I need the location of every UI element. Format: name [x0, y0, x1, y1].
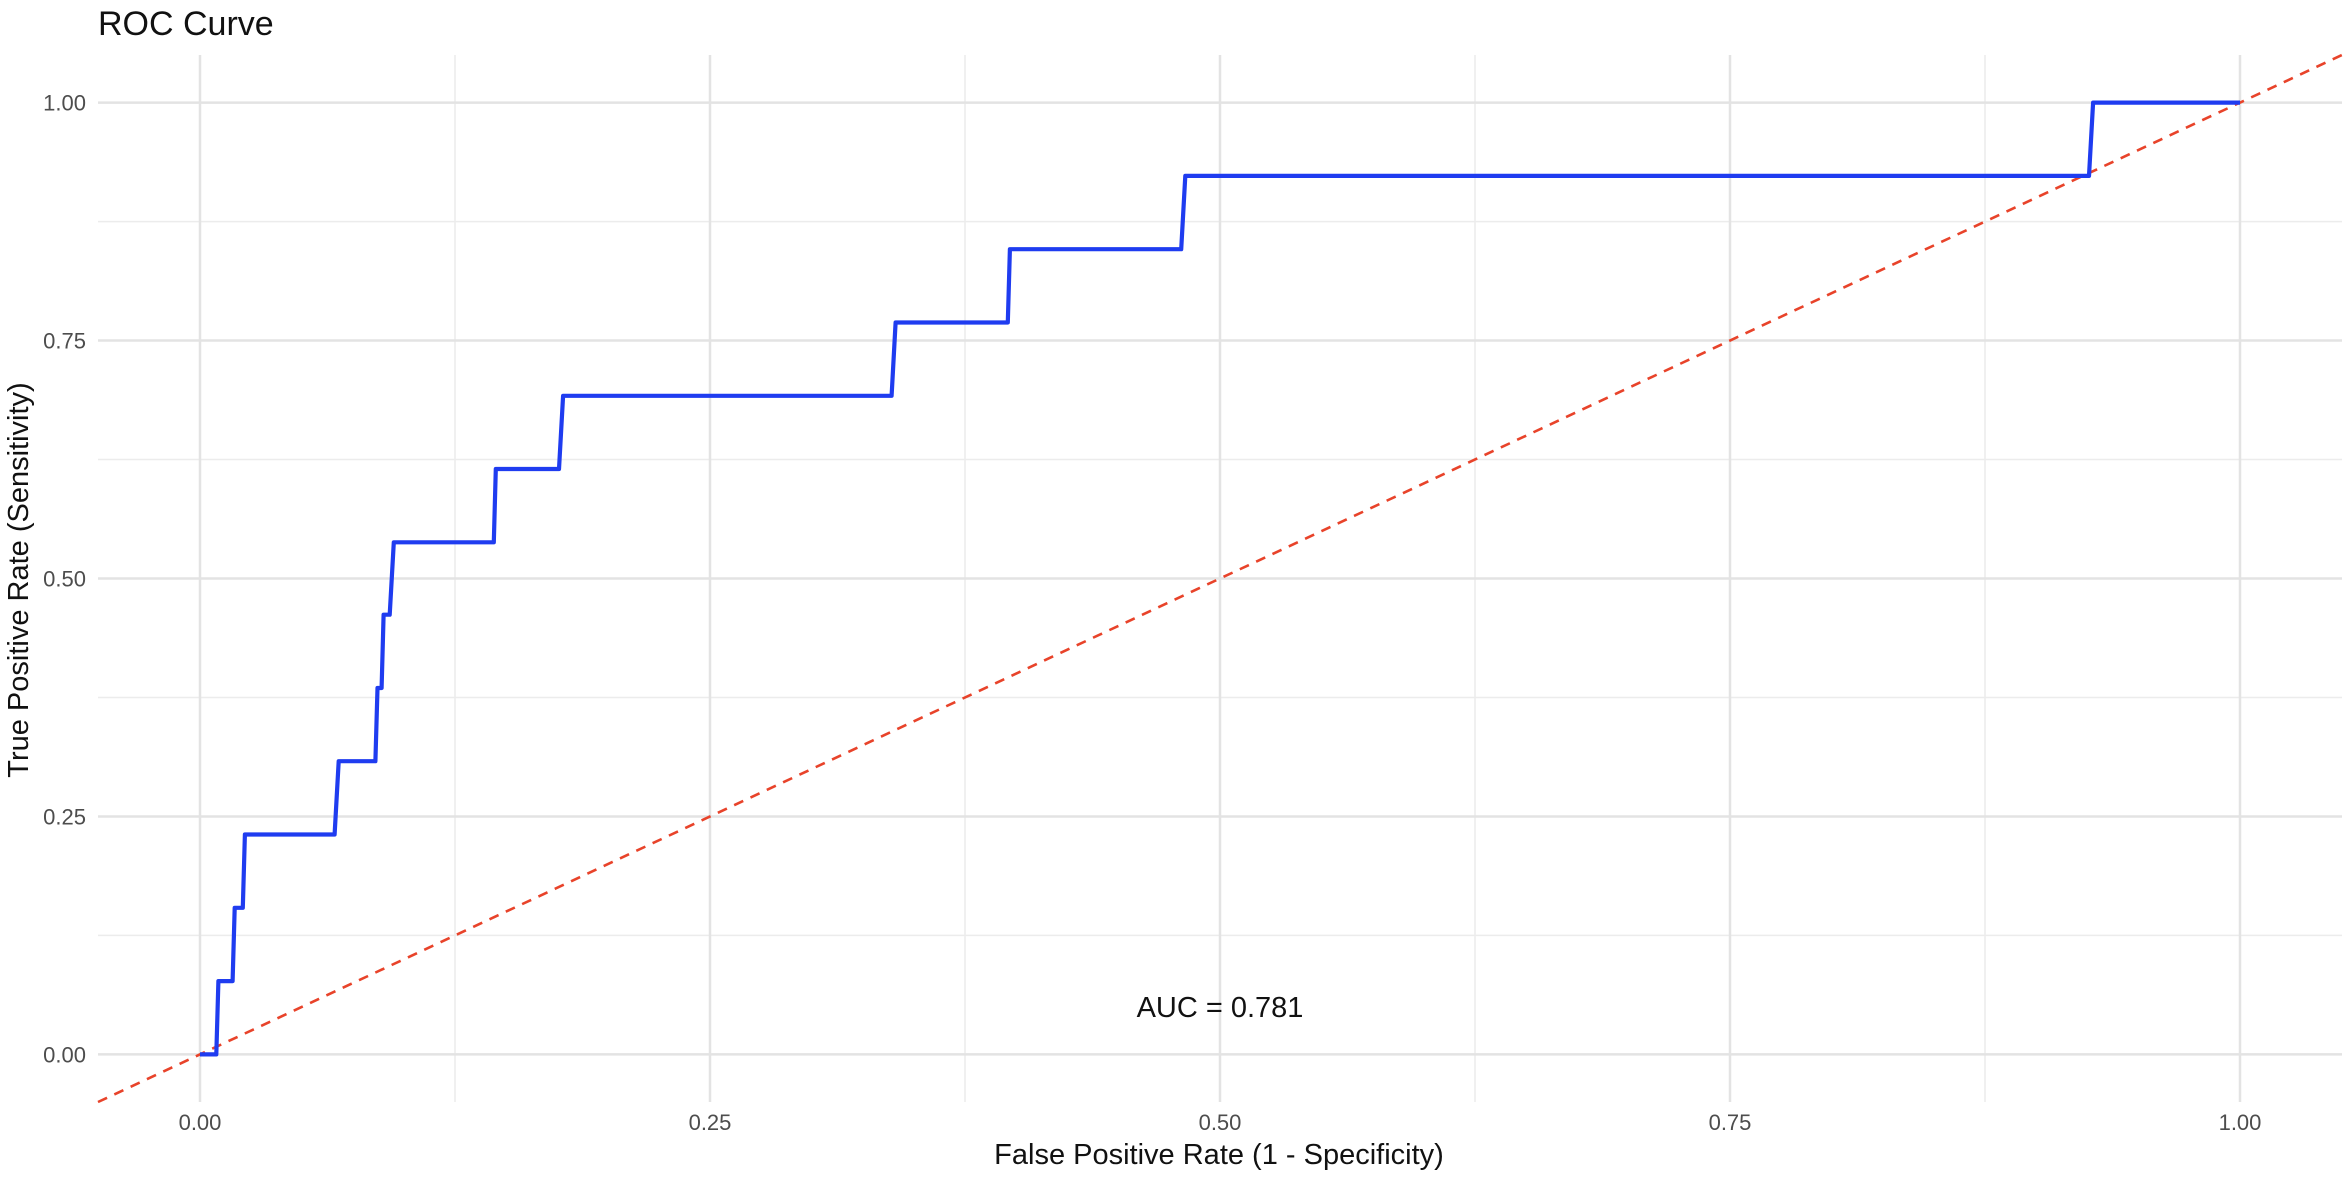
x-tick-label: 0.75: [1709, 1110, 1752, 1135]
roc-curve-line: [200, 100, 2240, 1057]
y-tick-label: 1.00: [43, 91, 86, 116]
y-tick-label: 0.75: [43, 329, 86, 354]
x-axis-ticks: 0.00 0.25 0.50 0.75 1.00: [179, 1110, 2262, 1135]
x-axis-title: False Positive Rate (1 - Specificity): [994, 1139, 1444, 1171]
x-tick-label: 1.00: [2219, 1110, 2262, 1135]
annotations: AUC = 0.781: [1137, 992, 1304, 1024]
x-tick-label: 0.50: [1199, 1110, 1242, 1135]
y-tick-label: 0.25: [43, 804, 86, 829]
y-tick-label: 0.00: [43, 1042, 86, 1067]
chart-title: ROC Curve: [98, 5, 274, 43]
y-axis-title: True Positive Rate (Sensitivity): [3, 382, 35, 777]
y-axis-ticks: 0.00 0.25 0.50 0.75 1.00: [43, 91, 86, 1068]
series-layer: [97, 53, 2343, 1104]
x-tick-label: 0.00: [179, 1110, 222, 1135]
x-tick-label: 0.25: [689, 1110, 732, 1135]
y-tick-label: 0.50: [43, 567, 86, 592]
auc-annotation: AUC = 0.781: [1137, 992, 1304, 1024]
grid-major: [98, 55, 2342, 1102]
